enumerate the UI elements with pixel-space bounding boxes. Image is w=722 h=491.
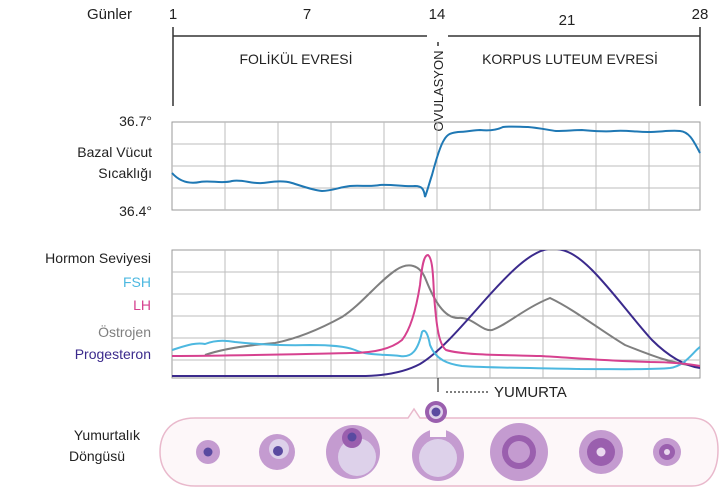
lh-curve <box>172 253 700 367</box>
ovarian-cycle-label-line2: Döngüsü <box>69 448 125 464</box>
days-label: Günler <box>87 6 132 23</box>
temp-min-label: 36.4° <box>119 203 152 219</box>
corpus-luteum-stage-3 <box>653 438 681 466</box>
temperature-grid <box>171 121 701 211</box>
ovulating-follicle <box>412 401 464 481</box>
follicular-phase-label: FOLİKÜL EVRESİ <box>239 50 352 67</box>
estrogen-curve <box>204 264 700 367</box>
luteal-phase-label: KORPUS LUTEUM EVRESİ <box>482 50 658 67</box>
follicle-stage-3 <box>326 425 380 479</box>
day-tick-1: 1 <box>169 6 177 23</box>
fsh-legend-label: FSH <box>123 274 151 290</box>
progesterone-legend-label: Progesteron <box>75 346 151 362</box>
ovulation-label: OVULASYON <box>431 51 446 132</box>
egg-label: YUMURTA <box>494 384 567 401</box>
corpus-luteum-stage-1 <box>490 423 548 481</box>
temp-label-line1: Bazal Vücut <box>77 144 152 160</box>
estrogen-legend-label: Östrojen <box>98 323 151 340</box>
follicle-stage-1 <box>196 440 220 464</box>
temp-label-line2: Sıcaklığı <box>98 165 152 181</box>
corpus-luteum-stage-2 <box>579 430 623 474</box>
phase-bracket <box>172 27 701 106</box>
day-tick-14: 14 <box>429 6 446 23</box>
follicle-stage-2 <box>259 434 295 470</box>
day-tick-21: 21 <box>559 12 576 29</box>
day-tick-28: 28 <box>692 6 709 23</box>
lh-legend-label: LH <box>133 297 151 313</box>
day-tick-7: 7 <box>303 6 311 23</box>
hormone-level-title: Hormon Seviyesi <box>45 250 151 266</box>
progesterone-curve <box>172 250 700 378</box>
basal-temperature-curve <box>171 125 701 198</box>
temp-max-label: 36.7° <box>119 113 152 129</box>
fsh-curve <box>172 329 700 371</box>
ovarian-cycle-label-line1: Yumurtalık <box>74 427 141 443</box>
